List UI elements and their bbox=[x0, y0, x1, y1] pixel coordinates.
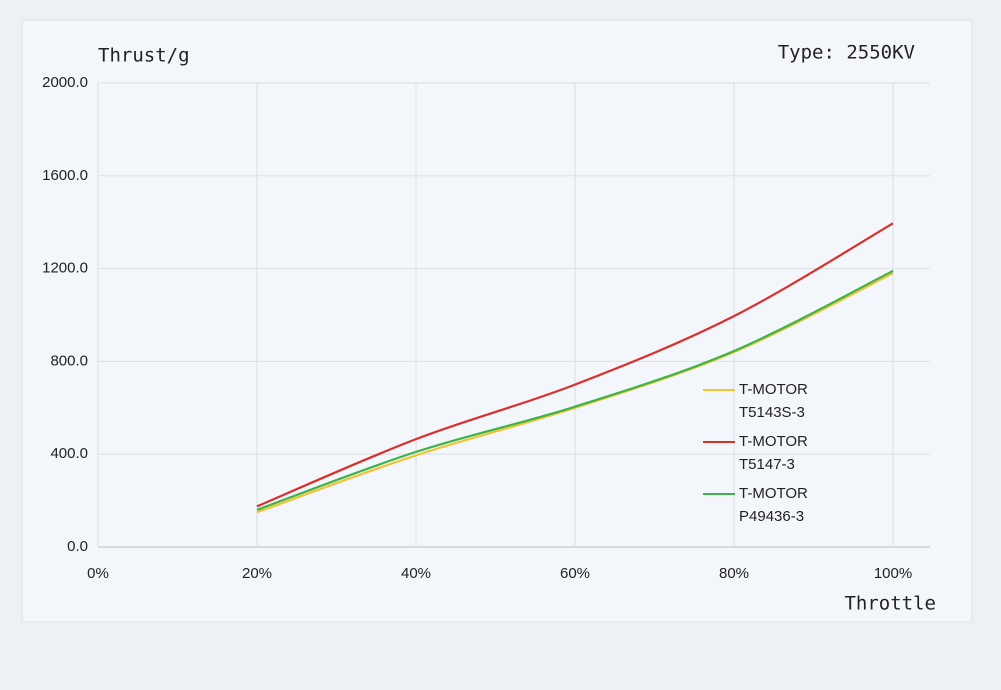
line bbox=[256, 222, 894, 508]
x-tick-label: 40% bbox=[401, 565, 431, 582]
y-tick-label: 1200.0 bbox=[42, 260, 88, 277]
legend-entry: T-MOTOR T5147-3 bbox=[703, 430, 834, 476]
x-tick-label: 20% bbox=[242, 565, 272, 582]
y-axis-label: Thrust/g bbox=[98, 45, 190, 67]
y-tick-label: 800.0 bbox=[50, 352, 88, 369]
y-tick-label: 2000.0 bbox=[42, 74, 88, 91]
x-axis-label: Throttle bbox=[844, 593, 936, 615]
legend-label: T-MOTOR T5143S-3 bbox=[739, 381, 808, 421]
legend-label: T-MOTOR T5147-3 bbox=[739, 433, 808, 473]
y-tick-label: 1600.0 bbox=[42, 167, 88, 184]
legend: T-MOTOR T5143S-3 T-MOTOR T5147-3 T-MOTOR P… bbox=[703, 378, 843, 534]
x-tick-label: 100% bbox=[874, 565, 912, 582]
x-tick-label: 80% bbox=[719, 565, 749, 582]
y-tick-label: 400.0 bbox=[50, 445, 88, 462]
y-tick-label: 0.0 bbox=[67, 538, 88, 555]
line bbox=[256, 272, 894, 514]
x-tick-label: 0% bbox=[87, 565, 109, 582]
legend-swatch bbox=[703, 389, 735, 391]
legend-swatch bbox=[703, 493, 735, 495]
legend-entry: T-MOTOR T5143S-3 bbox=[703, 378, 834, 424]
legend-entry: T-MOTOR P49436-3 bbox=[703, 482, 834, 528]
chart-title: Type: 2550KV bbox=[778, 42, 915, 64]
legend-label: T-MOTOR P49436-3 bbox=[739, 485, 808, 525]
line bbox=[256, 269, 894, 511]
x-tick-label: 60% bbox=[560, 565, 590, 582]
legend-swatch bbox=[703, 441, 735, 443]
card bbox=[21, 19, 973, 623]
